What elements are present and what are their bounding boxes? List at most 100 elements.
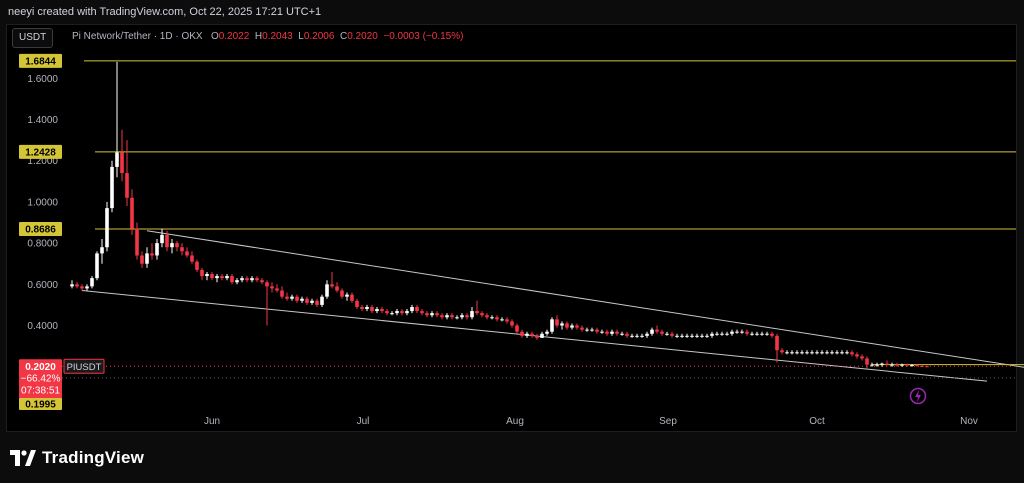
candle-body xyxy=(320,296,324,305)
candle-body xyxy=(850,352,854,355)
symbol-button[interactable]: USDT xyxy=(12,28,54,48)
candle-body xyxy=(80,286,84,289)
candle-body xyxy=(325,284,329,297)
candle-body xyxy=(385,311,389,314)
candle-body xyxy=(905,364,909,366)
candle-body xyxy=(900,364,904,366)
candle-body xyxy=(345,294,349,297)
candle-body xyxy=(360,306,364,310)
candle-body xyxy=(775,335,779,351)
candle-body xyxy=(290,296,294,299)
current-price-tag xyxy=(19,359,62,400)
legend-low-label: L xyxy=(298,31,304,42)
candle-body xyxy=(765,333,769,335)
candle-body xyxy=(505,319,509,322)
candle-body xyxy=(645,333,649,336)
candle-body xyxy=(820,352,824,354)
candle-body xyxy=(400,311,404,314)
candle-body xyxy=(875,364,879,366)
symbol-tag xyxy=(63,358,105,374)
legend-high-label: H xyxy=(254,31,263,42)
candle-body xyxy=(415,306,419,312)
candle-body xyxy=(770,333,774,336)
level-price-label: 0.8686 xyxy=(25,224,56,235)
legend-change: −0.0003 (−0.15%) xyxy=(383,31,464,42)
symbol-tag-label: PIUSDT xyxy=(67,362,102,373)
candle-body xyxy=(565,323,569,328)
candle-body xyxy=(430,313,434,316)
candle-body xyxy=(375,309,379,312)
candle-body xyxy=(610,331,614,334)
candle-body xyxy=(815,352,819,354)
level-price-tag xyxy=(19,144,62,159)
candle-body xyxy=(745,331,749,334)
candle-body xyxy=(180,247,184,252)
candle-body xyxy=(540,333,544,338)
candle-body xyxy=(665,333,669,335)
candle-body xyxy=(865,358,869,365)
candle-body xyxy=(575,325,579,328)
y-tick-label: 1.0000 xyxy=(27,197,58,208)
legend-low-value: 0.2006 xyxy=(303,31,335,42)
candle-body xyxy=(870,364,874,366)
candle-body xyxy=(840,352,844,354)
candle-body xyxy=(920,365,924,367)
candle-body xyxy=(135,228,139,256)
lightning-icon xyxy=(909,387,927,405)
x-tick-label: Jun xyxy=(204,416,220,427)
candle-body xyxy=(420,311,424,314)
candle-body xyxy=(145,253,149,264)
candle-body xyxy=(670,333,674,336)
tradingview-brand[interactable]: TradingView xyxy=(10,446,144,470)
x-tick-label: Oct xyxy=(809,416,825,427)
candle-body xyxy=(700,335,704,337)
candle-body xyxy=(350,294,354,301)
legend-close-value: 0.2020 xyxy=(347,31,378,42)
candle-body xyxy=(560,323,564,326)
candle-body xyxy=(275,288,279,291)
candle-body xyxy=(910,365,914,367)
candle-body xyxy=(225,276,229,279)
candle-body xyxy=(615,331,619,334)
candle-body xyxy=(760,333,764,335)
level-price-tag xyxy=(19,53,62,68)
y-tick-label: 0.8000 xyxy=(27,239,58,250)
candle-body xyxy=(255,278,259,281)
candle-body xyxy=(735,331,739,333)
candle-body xyxy=(685,335,689,337)
candle-body xyxy=(805,352,809,354)
candle-body xyxy=(450,315,454,318)
brand-name: TradingView xyxy=(42,448,145,467)
legend-open-label: O xyxy=(210,31,219,42)
candle-body xyxy=(75,284,79,287)
candle-body xyxy=(105,208,109,248)
change-percent-label: −66.42% xyxy=(21,373,61,384)
candle-body xyxy=(590,329,594,331)
candle-body xyxy=(260,280,264,283)
lightning-bolt-icon xyxy=(915,390,921,402)
candle-body xyxy=(435,313,439,316)
candle-body xyxy=(300,298,304,301)
candle-body xyxy=(860,356,864,359)
candle-body xyxy=(475,311,479,314)
candle-body xyxy=(510,321,514,326)
candle-body xyxy=(725,333,729,335)
candle-body xyxy=(810,352,814,354)
candle-body xyxy=(205,274,209,277)
candle-body xyxy=(585,329,589,331)
candle-body xyxy=(695,335,699,337)
candle-body xyxy=(240,278,244,281)
legend-high-value: 0.2043 xyxy=(262,31,293,42)
candle-body xyxy=(390,313,394,315)
candle-body xyxy=(355,300,359,307)
candle-body xyxy=(155,243,159,256)
candle-body xyxy=(675,335,679,337)
candle-body xyxy=(580,327,584,330)
candle-body xyxy=(550,319,554,332)
chart-frame xyxy=(6,24,1017,432)
candle-body xyxy=(365,306,369,310)
candle-body xyxy=(295,296,299,301)
candle-body xyxy=(85,286,89,289)
candle-body xyxy=(235,280,239,283)
